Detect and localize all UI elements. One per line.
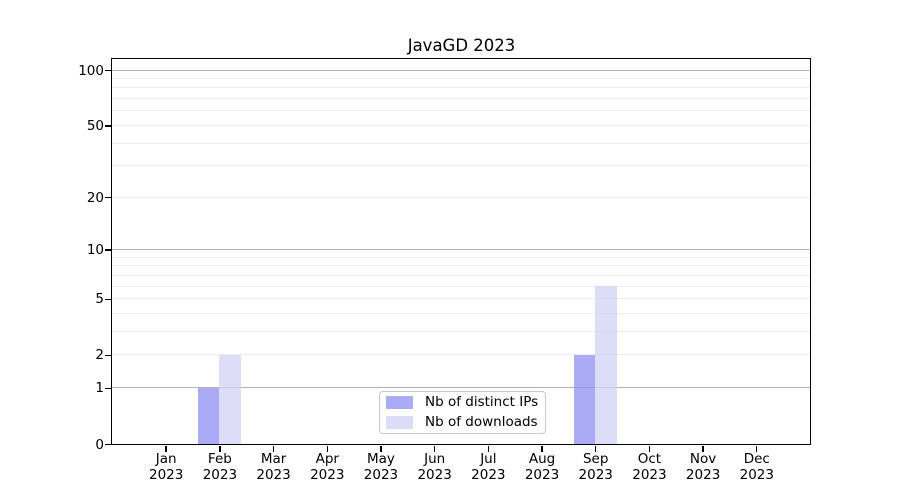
bar-sep-distinct-ips	[573, 354, 596, 444]
x-tick-label-year: 2023	[149, 467, 184, 483]
y-gridline-minor	[112, 165, 810, 167]
x-tick-label-month: Sep	[582, 451, 609, 467]
x-tick	[326, 446, 328, 452]
x-tick-label: Oct 2023	[619, 451, 679, 483]
x-tick	[595, 446, 597, 452]
x-tick-label-year: 2023	[524, 467, 560, 483]
x-tick-label-month: Jun	[424, 451, 446, 467]
x-tick-label: Jan 2023	[136, 451, 196, 483]
y-gridline-minor	[112, 313, 810, 315]
x-tick-label: May 2023	[351, 451, 411, 483]
y-tick-label: 2	[95, 347, 104, 364]
x-tick-label: Jul 2023	[458, 451, 518, 483]
y-gridline-minor	[112, 196, 810, 198]
y-tick-label: 20	[86, 189, 104, 206]
x-tick-label: Mar 2023	[244, 451, 304, 483]
x-tick-label-month: Mar	[260, 451, 287, 467]
y-tick	[104, 249, 111, 251]
x-tick	[272, 446, 275, 452]
bar-feb-downloads	[219, 354, 241, 444]
x-tick-label: Dec 2023	[727, 451, 787, 483]
chart-title: JavaGD 2023	[407, 36, 516, 55]
x-tick-label: Sep 2023	[566, 451, 626, 483]
legend-swatch-downloads	[386, 416, 413, 429]
x-tick-label-year: 2023	[739, 467, 774, 483]
y-tick-label: 1	[95, 380, 104, 397]
y-gridline-major	[112, 249, 810, 251]
x-tick-label-year: 2023	[685, 467, 721, 483]
x-tick	[165, 446, 167, 452]
y-gridline-minor	[112, 124, 810, 126]
y-gridline-minor	[112, 87, 810, 89]
x-tick-label-year: 2023	[202, 467, 238, 483]
x-tick	[702, 446, 704, 452]
y-gridline-minor	[112, 274, 810, 276]
y-gridline-minor	[112, 265, 810, 267]
y-tick	[104, 443, 111, 446]
y-tick-label: 10	[86, 242, 104, 259]
x-tick-label: Feb 2023	[190, 451, 250, 483]
x-tick-label-month: Jan	[155, 451, 177, 467]
y-gridline-major	[112, 387, 810, 389]
y-tick	[104, 125, 111, 127]
y-tick	[104, 354, 111, 357]
x-tick	[380, 446, 382, 452]
x-tick-label-month: May	[366, 451, 395, 467]
x-tick-label-year: 2023	[310, 467, 345, 483]
y-gridline-minor	[112, 98, 810, 100]
legend-swatch-distinct-ips	[386, 396, 413, 409]
y-tick	[104, 298, 111, 300]
y-tick	[104, 387, 111, 390]
y-gridline-minor	[112, 77, 810, 79]
x-tick-label: Apr 2023	[297, 451, 357, 483]
x-tick	[648, 446, 651, 452]
y-tick-label: 100	[78, 62, 104, 79]
x-tick-label-month: Apr	[315, 451, 339, 467]
legend-item-distinct-ips: Nb of distinct IPs	[386, 394, 545, 411]
x-tick-label-month: Feb	[207, 451, 232, 467]
x-tick	[756, 446, 758, 452]
y-gridline-major	[112, 69, 810, 71]
legend-label-downloads: Nb of downloads	[425, 414, 538, 430]
legend-item-downloads: Nb of downloads	[386, 414, 545, 431]
x-tick-label-month: Dec	[743, 451, 770, 467]
x-tick	[433, 446, 436, 452]
x-tick-label-year: 2023	[417, 467, 452, 483]
bar-sep-downloads	[595, 286, 617, 444]
x-tick-label-month: Oct	[637, 451, 662, 467]
y-tick-label: 5	[95, 291, 104, 308]
y-gridline-minor	[112, 298, 810, 300]
y-tick	[104, 197, 111, 199]
y-tick	[104, 69, 111, 72]
y-gridline-minor	[112, 256, 810, 258]
x-tick-label-month: Nov	[689, 451, 717, 467]
x-tick-label-year: 2023	[578, 467, 613, 483]
x-tick-label: Aug 2023	[512, 451, 572, 483]
x-tick	[487, 446, 490, 452]
y-gridline-minor	[112, 285, 810, 287]
bar-feb-distinct-ips	[197, 387, 220, 444]
x-tick	[219, 446, 221, 452]
legend: Nb of distinct IPs Nb of downloads	[379, 391, 546, 434]
y-gridline-minor	[112, 142, 810, 144]
y-gridline-minor	[112, 354, 810, 356]
x-tick	[541, 446, 543, 452]
x-tick-label-month: Aug	[528, 451, 556, 467]
legend-label-distinct-ips: Nb of distinct IPs	[425, 394, 539, 410]
x-tick-label-year: 2023	[632, 467, 667, 483]
x-tick-label-month: Jul	[480, 451, 497, 467]
x-tick-label-year: 2023	[363, 467, 399, 483]
y-gridline-minor	[112, 331, 810, 333]
y-tick-label: 50	[86, 117, 104, 134]
x-tick-label-year: 2023	[256, 467, 291, 483]
y-gridline-minor	[112, 110, 810, 112]
x-tick-label: Jun 2023	[405, 451, 465, 483]
plot-area	[111, 58, 811, 445]
x-tick-label-year: 2023	[471, 467, 506, 483]
x-tick-label: Nov 2023	[673, 451, 733, 483]
y-tick-label: 0	[95, 436, 104, 453]
